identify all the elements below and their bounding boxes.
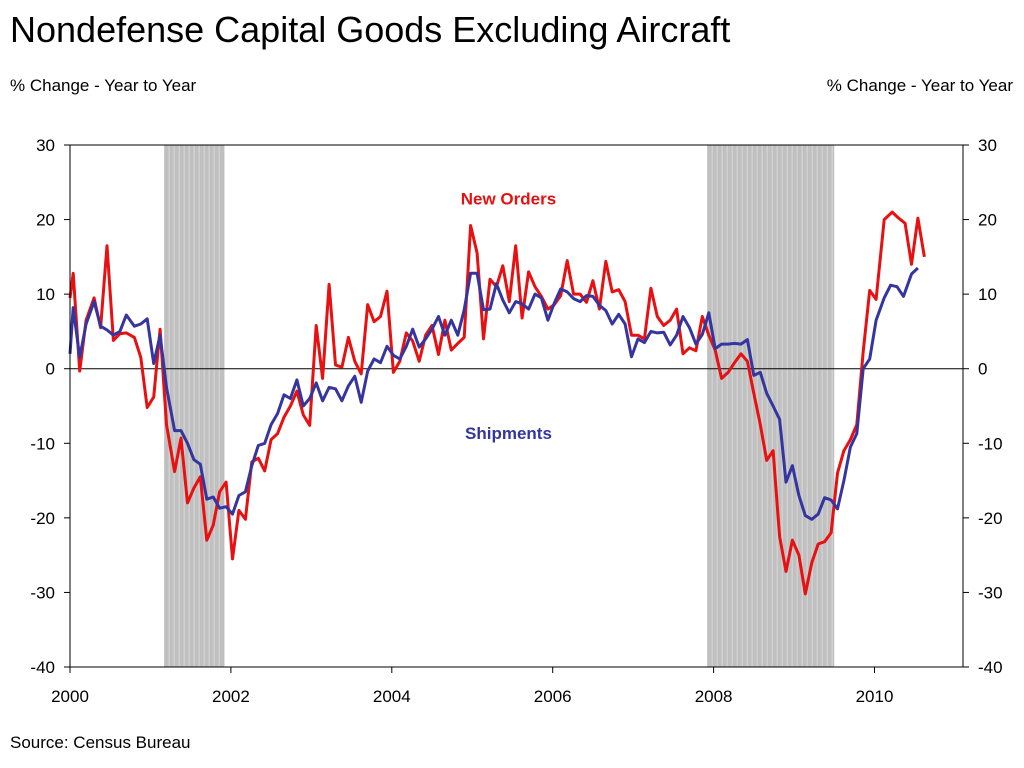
x-tick-label: 2008 xyxy=(695,687,733,706)
y-tick-label-left: 30 xyxy=(36,136,55,155)
y-tick-label-right: -40 xyxy=(978,658,1003,677)
series-labels: New Orders Shipments xyxy=(461,190,556,443)
series-label-new-orders: New Orders xyxy=(461,190,556,209)
plot-frame xyxy=(69,144,964,668)
y-tick-label-left: -30 xyxy=(30,583,55,602)
chart-title: Nondefense Capital Goods Excluding Aircr… xyxy=(10,9,731,50)
y-tick-label-right: 30 xyxy=(978,136,997,155)
x-tick-label: 2002 xyxy=(212,687,250,706)
y-tick-label-right: 0 xyxy=(978,360,987,379)
y-tick-label-right: 10 xyxy=(978,285,997,304)
x-tick-label: 2004 xyxy=(373,687,411,706)
series-label-shipments: Shipments xyxy=(465,424,552,443)
y-axis-label-left: % Change - Year to Year xyxy=(10,76,197,95)
y-tick-label-left: 0 xyxy=(46,360,55,379)
y-tick-label-right: -30 xyxy=(978,583,1003,602)
y-tick-label-left: -20 xyxy=(30,509,55,528)
y-tick-label-left: -40 xyxy=(30,658,55,677)
recession-band-2 xyxy=(707,145,835,667)
series-line-shipments xyxy=(68,266,919,521)
series-lines xyxy=(68,210,926,596)
y-tick-label-left: 20 xyxy=(36,211,55,230)
plot-border xyxy=(69,144,964,668)
y-tick-label-right: 20 xyxy=(978,211,997,230)
recession-bands xyxy=(164,145,835,667)
source-note: Source: Census Bureau xyxy=(10,733,191,752)
y-tick-label-left: -10 xyxy=(30,434,55,453)
y-tick-label-right: -10 xyxy=(978,434,1003,453)
y-tick-label-right: -20 xyxy=(978,509,1003,528)
y-tick-label-left: 10 xyxy=(36,285,55,304)
x-tick-label: 2000 xyxy=(51,687,89,706)
x-tick-label: 2010 xyxy=(856,687,894,706)
x-tick-label: 2006 xyxy=(534,687,572,706)
y-axis-label-right: % Change - Year to Year xyxy=(826,76,1013,95)
